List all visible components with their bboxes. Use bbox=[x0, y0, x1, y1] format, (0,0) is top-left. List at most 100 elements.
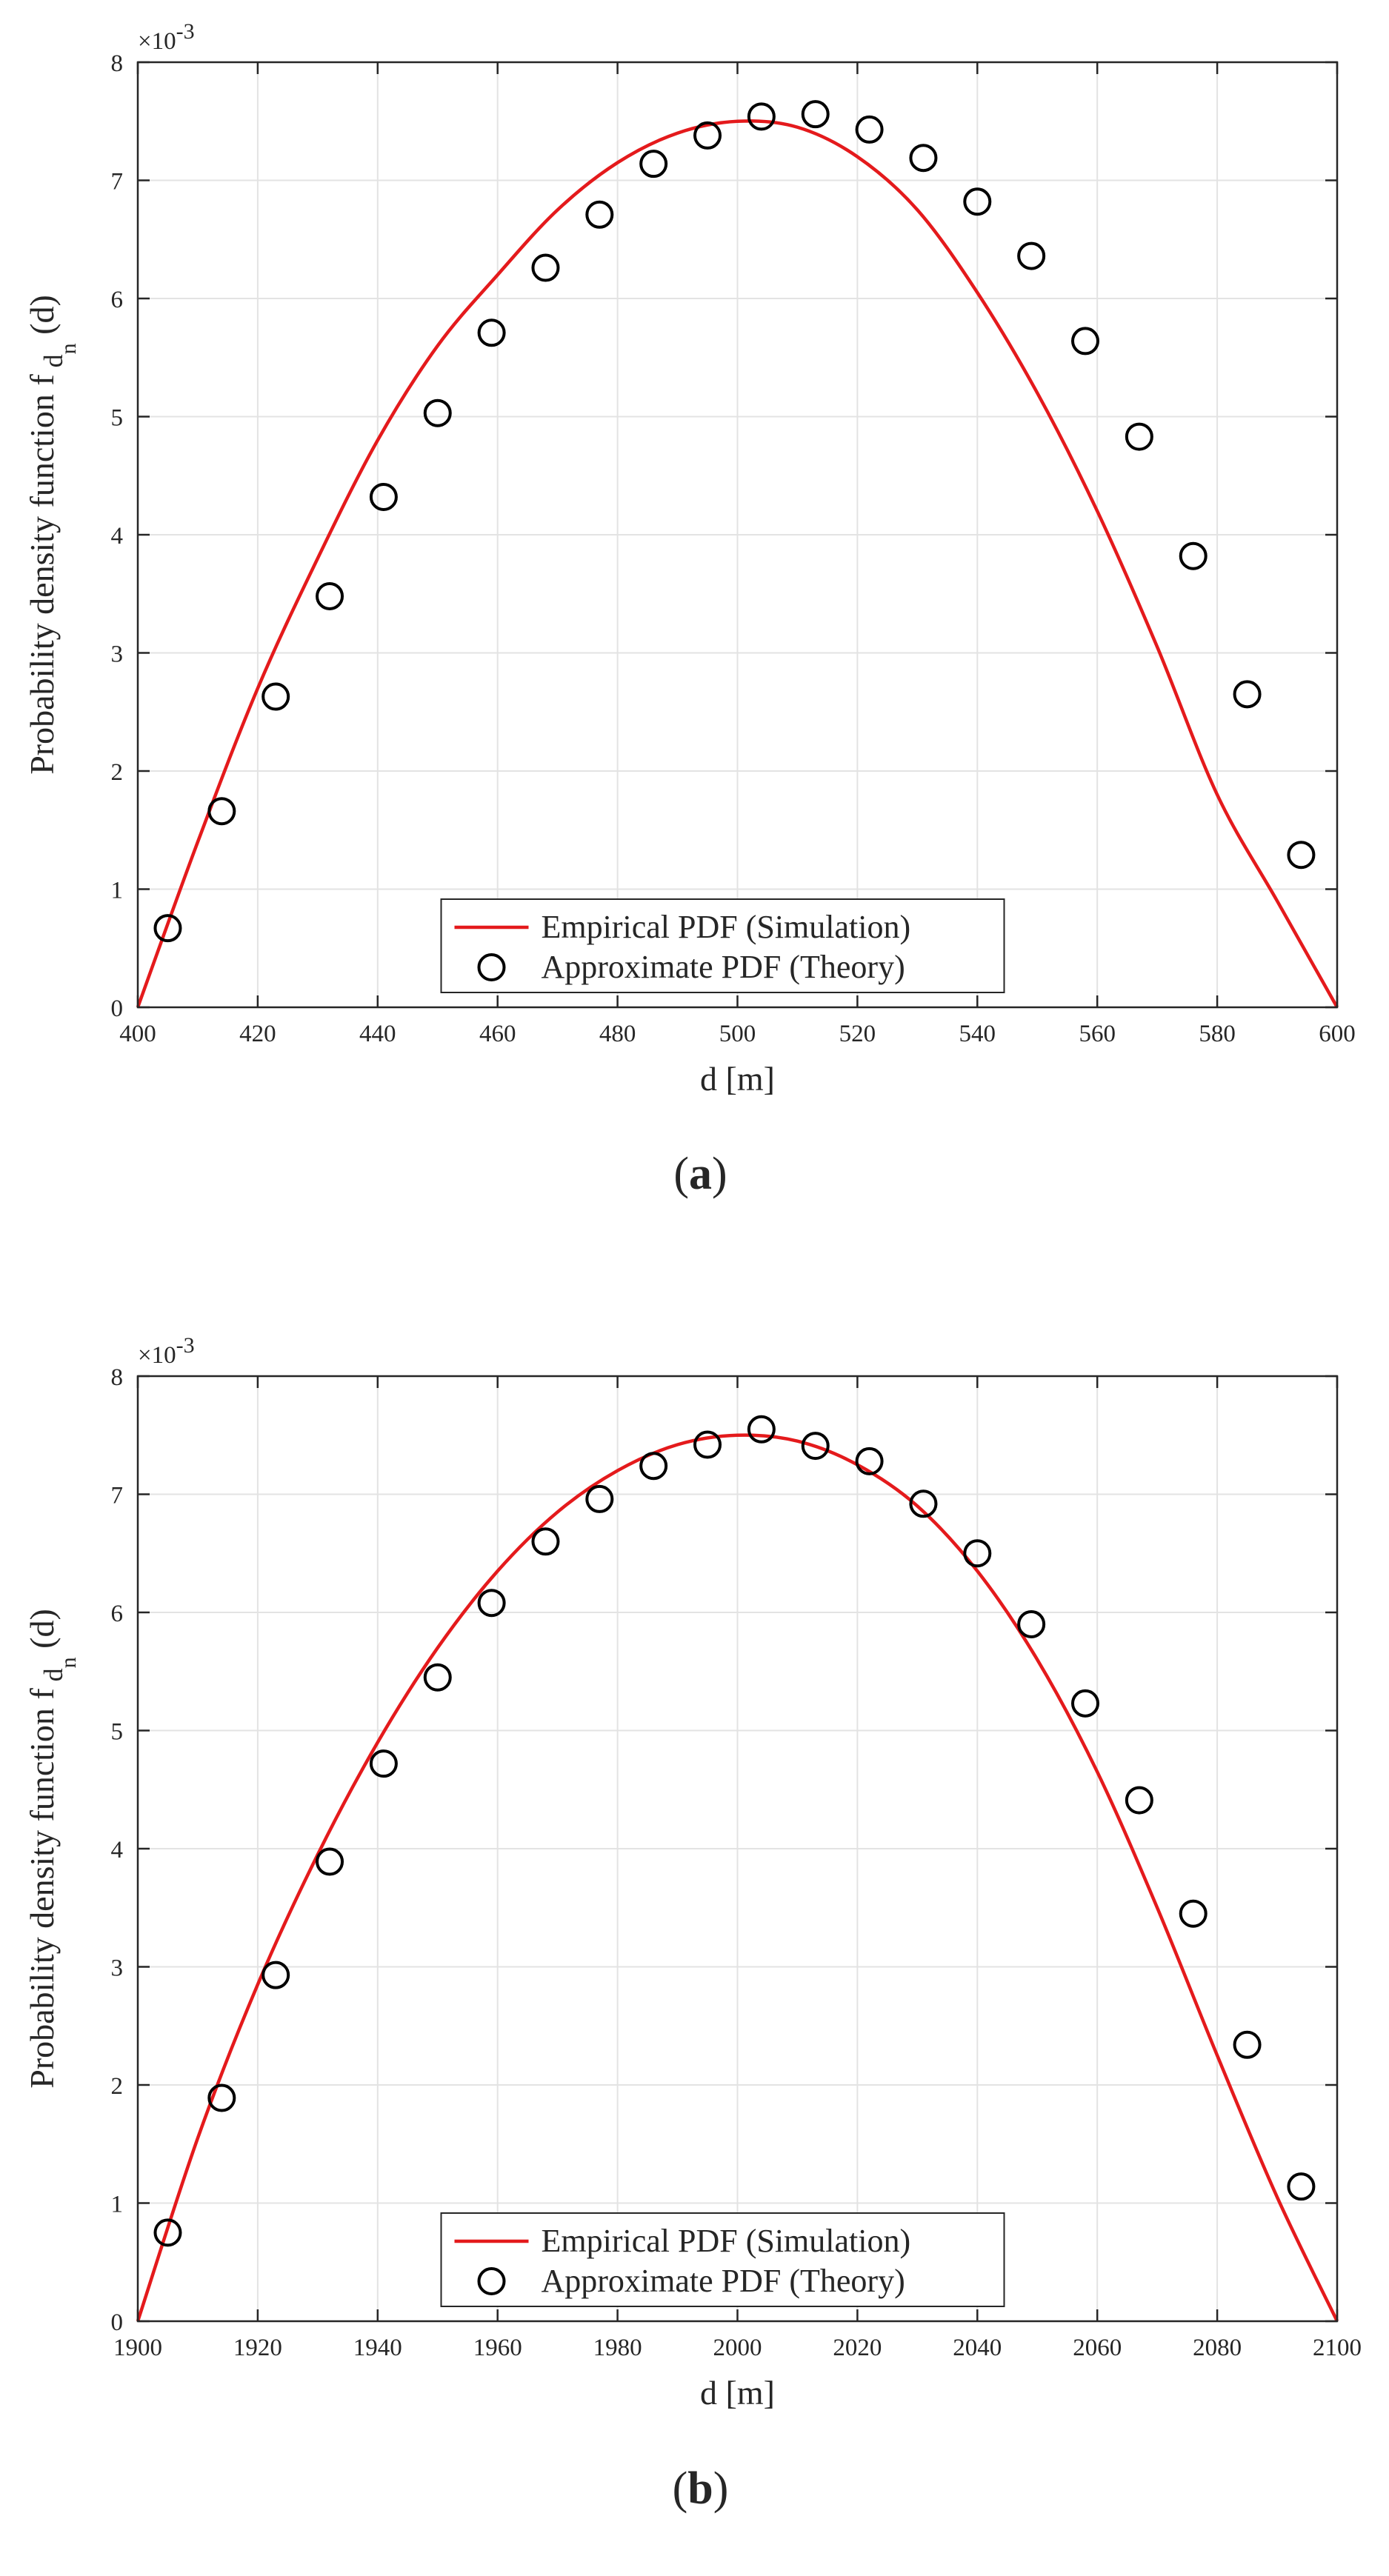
x-tick-label: 2060 bbox=[1073, 2335, 1122, 2361]
y-tick-label: 3 bbox=[111, 641, 124, 668]
chart-panel-a: 400 420 440 460 480 500 520 540 560 580 600 0 1 2 3 4 5 6… bbox=[23, 19, 1356, 1199]
theory-point bbox=[1125, 422, 1153, 451]
theory-point bbox=[909, 1489, 938, 1518]
x-tick-label: 2020 bbox=[833, 2335, 882, 2361]
theory-point bbox=[207, 797, 236, 826]
theory-point bbox=[1179, 541, 1208, 570]
x-axis-label: d [m] bbox=[700, 1060, 775, 1098]
x-tick-label: 500 bbox=[719, 1021, 756, 1047]
theory-point bbox=[963, 187, 992, 216]
theory-point bbox=[909, 144, 938, 173]
legend-box bbox=[440, 898, 1005, 993]
y-tick-label: 2 bbox=[111, 2073, 124, 2100]
theory-point bbox=[801, 100, 830, 129]
theory-point bbox=[531, 253, 560, 282]
x-axis-label: d [m] bbox=[700, 2374, 775, 2412]
x-tick-label: 2040 bbox=[953, 2335, 1002, 2361]
y-tick-label: 7 bbox=[111, 1483, 124, 1509]
x-tick-label: 1940 bbox=[353, 2335, 402, 2361]
theory-point bbox=[585, 1484, 614, 1513]
theory-point bbox=[1017, 1609, 1046, 1638]
theory-point bbox=[693, 1430, 722, 1459]
legend: Empirical PDF (Simulation) Approximate PD… bbox=[440, 2212, 1005, 2307]
y-exponent-label: ×10-3 bbox=[138, 19, 195, 55]
y-tick-label: 8 bbox=[111, 1364, 124, 1391]
y-exponent-label: ×10-3 bbox=[138, 1333, 195, 1369]
theory-point bbox=[1071, 1689, 1100, 1718]
theory-point bbox=[1287, 2172, 1316, 2201]
y-tick-label: 5 bbox=[111, 405, 124, 432]
theory-point bbox=[801, 1432, 830, 1461]
x-tick-label: 1920 bbox=[233, 2335, 282, 2361]
x-tick-label: 1900 bbox=[113, 2335, 162, 2361]
y-tick-label: 6 bbox=[111, 1601, 124, 1627]
y-tick-label: 2 bbox=[111, 759, 124, 786]
x-tick-label: 400 bbox=[119, 1021, 156, 1047]
y-tick-label: 7 bbox=[111, 169, 124, 196]
x-tick-label: 2000 bbox=[713, 2335, 762, 2361]
x-tick-label: 1980 bbox=[593, 2335, 642, 2361]
panel-label: (a) bbox=[673, 1149, 727, 1199]
theory-point bbox=[316, 1847, 344, 1876]
x-tick-label: 1960 bbox=[473, 2335, 522, 2361]
x-tick-label: 560 bbox=[1079, 1021, 1116, 1047]
theory-point bbox=[693, 121, 722, 150]
theory-point bbox=[316, 581, 344, 610]
x-tick-label: 460 bbox=[479, 1021, 516, 1047]
legend-theory-swatch bbox=[477, 2267, 506, 2295]
theory-point bbox=[1233, 680, 1262, 709]
theory-point bbox=[207, 2083, 236, 2112]
theory-point bbox=[369, 1749, 398, 1778]
theory-point bbox=[1179, 1899, 1208, 1928]
theory-point bbox=[153, 2218, 182, 2247]
y-axis-label: Probability density function f dn (d) bbox=[23, 295, 81, 775]
theory-point bbox=[262, 682, 290, 711]
y-tick-label: 1 bbox=[111, 878, 124, 904]
x-tick-label: 2100 bbox=[1313, 2335, 1362, 2361]
legend-theory-label: Approximate PDF (Theory) bbox=[542, 949, 905, 985]
y-axis-label: Probability density function f dn (d) bbox=[23, 1609, 81, 2089]
theory-point bbox=[477, 1589, 506, 1618]
theory-point bbox=[1233, 2030, 1262, 2059]
theory-point bbox=[423, 1663, 452, 1692]
theory-point bbox=[153, 914, 182, 943]
x-tick-label: 600 bbox=[1319, 1021, 1356, 1047]
theory-point bbox=[1125, 1786, 1153, 1815]
theory-point bbox=[855, 115, 884, 144]
theory-point bbox=[531, 1527, 560, 1556]
y-tick-label: 3 bbox=[111, 1955, 124, 1982]
legend-theory-label: Approximate PDF (Theory) bbox=[542, 2263, 905, 2299]
theory-point bbox=[1017, 241, 1046, 270]
y-tick-label: 0 bbox=[111, 995, 124, 1022]
legend-theory-swatch bbox=[477, 953, 506, 981]
chart-panel-b: 1900 1920 1940 1960 1980 2000 2020 2040 2060 2080… bbox=[23, 1333, 1362, 2514]
theory-point bbox=[423, 398, 452, 427]
theory-point bbox=[369, 482, 398, 511]
empirical-pdf-line bbox=[136, 119, 1339, 1009]
empirical-pdf-line bbox=[136, 1433, 1339, 2322]
x-tick-label: 420 bbox=[239, 1021, 276, 1047]
y-tick-label: 0 bbox=[111, 2309, 124, 2336]
y-tick-label: 5 bbox=[111, 1719, 124, 1746]
y-tick-label: 6 bbox=[111, 287, 124, 313]
theory-point bbox=[639, 1452, 668, 1481]
theory-point bbox=[262, 1961, 290, 1989]
y-tick-label: 8 bbox=[111, 50, 124, 77]
x-tick-label: 440 bbox=[359, 1021, 396, 1047]
legend-box bbox=[440, 2212, 1005, 2307]
theory-point bbox=[855, 1447, 884, 1475]
y-tick-label: 1 bbox=[111, 2192, 124, 2218]
legend-empirical-label: Empirical PDF (Simulation) bbox=[542, 909, 911, 945]
x-tick-label: 540 bbox=[959, 1021, 996, 1047]
theory-point bbox=[1071, 327, 1100, 356]
x-tick-label: 580 bbox=[1199, 1021, 1236, 1047]
theory-point bbox=[477, 318, 506, 347]
x-tick-label: 520 bbox=[839, 1021, 876, 1047]
y-tick-label: 4 bbox=[111, 1837, 124, 1863]
theory-point bbox=[747, 102, 776, 131]
panel-label: (b) bbox=[673, 2463, 729, 2514]
theory-point bbox=[639, 150, 668, 178]
legend-empirical-label: Empirical PDF (Simulation) bbox=[542, 2223, 911, 2259]
theory-point bbox=[963, 1539, 992, 1568]
